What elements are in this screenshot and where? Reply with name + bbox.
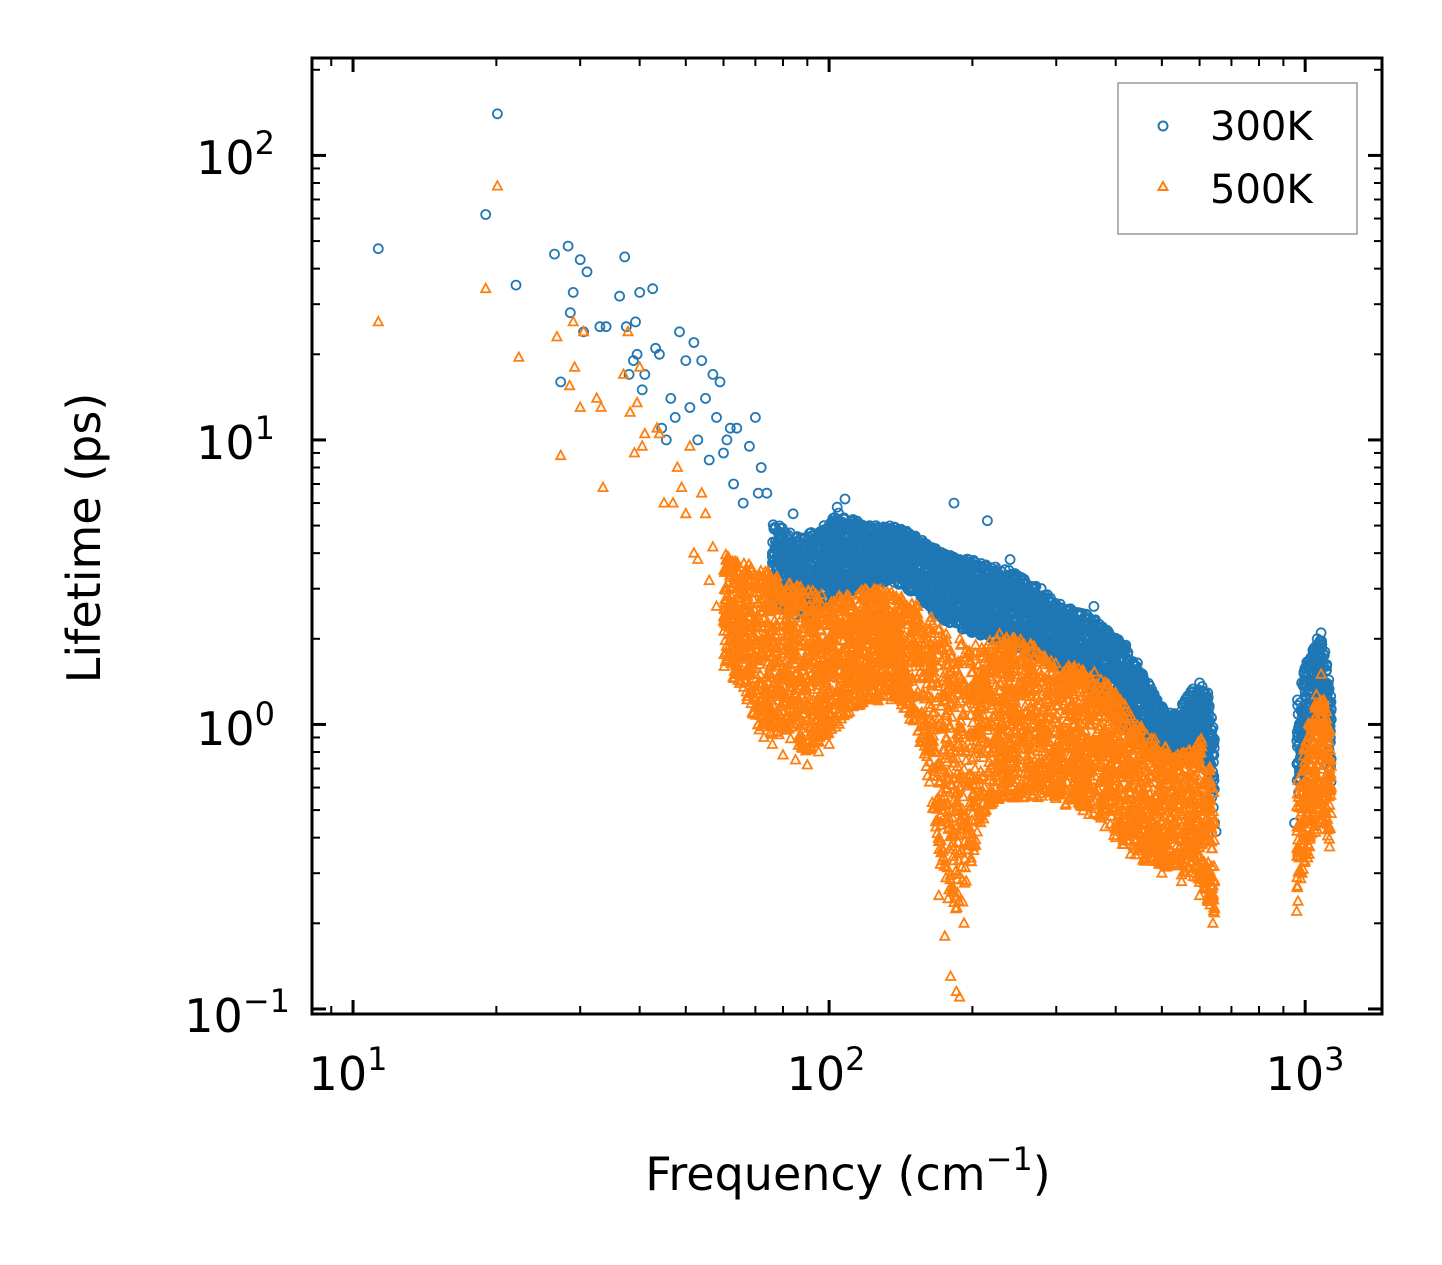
data-point-300k [767,519,779,531]
